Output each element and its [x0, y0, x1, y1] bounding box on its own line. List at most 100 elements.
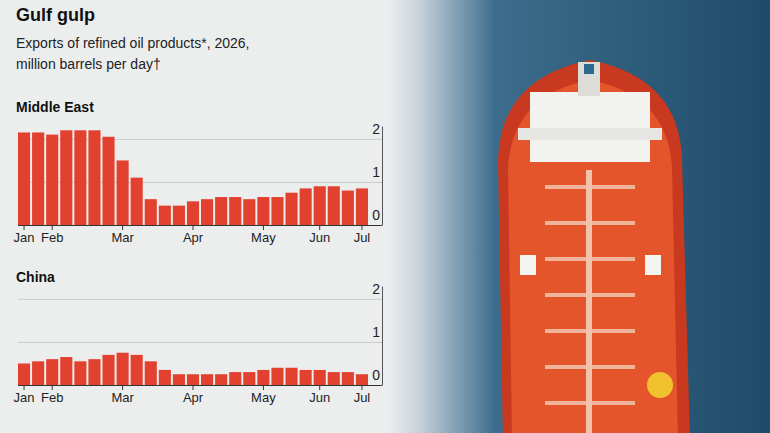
x-tick: Jul [354, 225, 371, 245]
x-tick: May [251, 385, 276, 405]
funnel-mark [584, 64, 594, 74]
bar [229, 197, 241, 225]
bar [117, 160, 129, 225]
bar [60, 130, 72, 225]
y-tick: 1 [18, 164, 382, 183]
x-tick-label: Jul [354, 230, 371, 245]
y-tick-label: 2 [372, 121, 380, 137]
title: Gulf gulp [16, 5, 95, 25]
bar [88, 130, 100, 225]
subtitle: Exports of refined oil products*, 2026, [16, 35, 249, 51]
x-tick: Mar [111, 225, 134, 245]
tanker [498, 60, 690, 433]
bar [271, 197, 283, 225]
y-tick-label: 1 [372, 324, 380, 340]
bars [18, 130, 368, 225]
bar [300, 370, 312, 385]
bar [356, 374, 368, 385]
bars [18, 353, 368, 385]
mast [578, 62, 600, 96]
panel: China012JanFebMarAprMayJunJul [14, 269, 383, 405]
y-tick: 2 [18, 121, 382, 140]
bar [328, 372, 340, 385]
x-tick: Mar [111, 385, 134, 405]
bar [187, 374, 199, 385]
grid-line [18, 385, 382, 386]
deck-house [520, 255, 536, 275]
x-tick-label: May [251, 390, 276, 405]
y-tick-label: 2 [372, 281, 380, 297]
bar [32, 132, 44, 225]
x-tick: May [251, 225, 276, 245]
y-tick-label: 0 [372, 207, 380, 223]
bar [32, 361, 44, 385]
subtitle: million barrels per day† [16, 56, 161, 72]
catwalk [586, 170, 592, 433]
chart-root: Gulf gulp Exports of refined oil products… [0, 0, 770, 433]
x-axis: Jan Feb Mar Apr May Jun Jul [14, 385, 371, 405]
bar [328, 186, 340, 225]
x-tick: Jan [14, 225, 35, 245]
grid-line [18, 299, 382, 300]
x-tick-label: Apr [183, 230, 204, 245]
x-tick-label: Mar [111, 230, 134, 245]
bar [215, 374, 227, 385]
bar [257, 370, 269, 385]
grid-line [18, 225, 382, 226]
y-tick: 0 [18, 207, 382, 226]
y-tick-label: 1 [372, 164, 380, 180]
x-tick: Jul [354, 385, 371, 405]
grid-line [18, 139, 382, 140]
x-tick-label: Apr [183, 390, 204, 405]
bar [159, 370, 171, 385]
bar [314, 186, 326, 225]
bar [201, 374, 213, 385]
bar [18, 363, 30, 385]
panel: Middle East012JanFebMarAprMayJunJul [14, 99, 383, 245]
bar [229, 372, 241, 385]
x-tick: Feb [41, 385, 63, 405]
grid-line [18, 342, 382, 343]
bar [159, 206, 171, 225]
bar [74, 361, 86, 385]
y-axis-line [382, 287, 383, 386]
bar [145, 199, 157, 225]
deck [508, 80, 678, 433]
y-tick: 1 [18, 324, 382, 343]
x-tick-label: Jan [14, 390, 35, 405]
bar [74, 130, 86, 225]
bar [18, 132, 30, 225]
x-tick: Jun [309, 225, 330, 245]
y-tick: 2 [18, 281, 382, 300]
x-tick: Apr [183, 225, 204, 245]
y-axis: 0 1 2 [18, 121, 383, 226]
x-tick-label: Feb [41, 230, 63, 245]
x-tick: Apr [183, 385, 204, 405]
bar [173, 374, 185, 385]
y-axis: 0 1 2 [18, 281, 383, 386]
bar [257, 197, 269, 225]
x-axis: Jan Feb Mar Apr May Jun Jul [14, 225, 371, 245]
bar [46, 135, 58, 225]
bar [285, 368, 297, 385]
x-tick-label: Feb [41, 390, 63, 405]
bar [215, 197, 227, 225]
bar [60, 357, 72, 385]
x-tick: Feb [41, 225, 63, 245]
x-tick-label: May [251, 230, 276, 245]
bridge [518, 128, 662, 140]
bar [145, 361, 157, 385]
bar [201, 199, 213, 225]
deck-house [645, 255, 661, 275]
bar [243, 372, 255, 385]
bar [243, 199, 255, 225]
bar [173, 206, 185, 225]
superstructure [530, 92, 650, 162]
bar [102, 137, 114, 225]
x-tick-label: Jul [354, 390, 371, 405]
bar [102, 355, 114, 385]
bar [46, 359, 58, 385]
bar [117, 353, 129, 385]
x-tick-label: Jun [309, 390, 330, 405]
y-tick: 0 [18, 367, 382, 386]
